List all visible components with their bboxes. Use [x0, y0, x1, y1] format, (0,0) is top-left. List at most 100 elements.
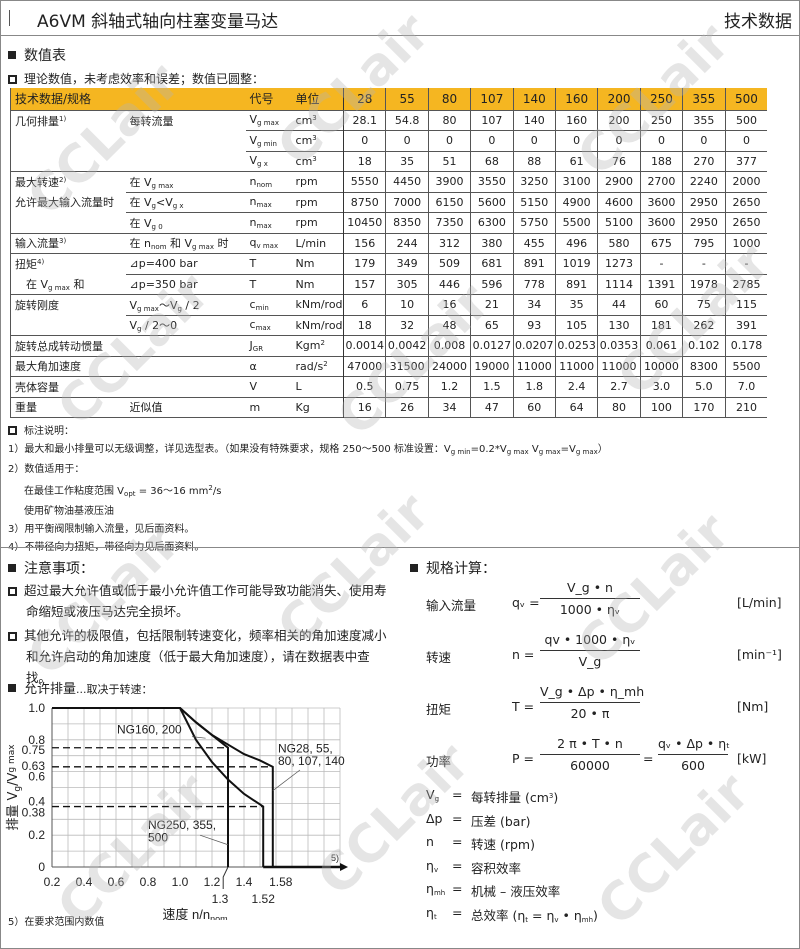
table-cell: 5750	[512, 212, 556, 233]
row-unit: Kg	[291, 396, 344, 418]
table-cell: 4900	[554, 191, 598, 213]
series-label: 500	[148, 831, 168, 845]
y-tick-label: 0	[38, 860, 45, 874]
table-cell: 28.1	[343, 109, 386, 131]
table-cell: 65	[470, 314, 514, 336]
table-cell: 5150	[512, 191, 556, 213]
formula-unit: [min⁻¹]	[737, 647, 782, 662]
row-condition: Vg / 2～0	[125, 314, 246, 336]
header-size: 107	[470, 88, 514, 111]
table-cell: 3250	[512, 171, 556, 192]
row-condition: ⊿p=350 bar	[125, 273, 246, 295]
formula-unit: [Nm]	[737, 699, 769, 714]
table-cell: 8300	[682, 355, 726, 377]
attention-text: 超过最大允许值或低于最小允许值工作可能导致功能消失、使用寿命缩短或液压马达完全损…	[24, 583, 387, 619]
row-symbol: cmin	[245, 294, 292, 315]
title-bar: A6VM 斜轴式轴向柱塞变量马达 技术数据	[0, 0, 800, 36]
table-cell: 179	[343, 253, 386, 274]
y-tick-label: 0.8	[28, 733, 45, 747]
fraction-bar	[540, 702, 640, 703]
section-heading: 数值表	[8, 45, 66, 65]
subtitle-text: 理论数值，未考虑效率和误差；数值已圆整：	[24, 72, 265, 86]
table-cell: 200	[597, 109, 641, 131]
series-label: 80, 107, 140	[278, 754, 345, 768]
row-label: 允许最大输入流量时	[15, 196, 114, 210]
x-tick-label: 0.6	[108, 875, 125, 889]
table-row: Vg x cm3 18 35 51 68 88 61 76 188 270 377	[11, 150, 768, 172]
table-cell: 64	[554, 396, 598, 418]
table-cell: 10	[385, 294, 429, 315]
table-cell: 0	[639, 130, 683, 151]
table-cell: 60	[512, 396, 556, 418]
equals-sign: =	[452, 857, 463, 873]
y-tick-label: 0.63	[22, 759, 46, 773]
row-label	[11, 213, 126, 234]
table-cell: 44	[597, 294, 641, 315]
row-condition: Vg max～Vg / 2	[125, 294, 246, 315]
table-cell: 188	[639, 150, 683, 172]
row-condition	[126, 151, 246, 172]
definition-symbol: ηt	[426, 904, 437, 921]
square-bullet-icon	[8, 564, 16, 572]
table-row: 几何排量1) 每转流量 Vg max cm3 28.1 54.8 80 107 140 160 20…	[10, 109, 768, 131]
denominator: 600	[681, 758, 705, 773]
table-cell: 61	[554, 150, 598, 172]
table-cell: 391	[724, 314, 768, 336]
table-cell: 5600	[470, 191, 514, 213]
attention-text: 其他允许的极限值，包括限制转速变化，频率相关的角加速度减小和允许启动的角加速度（…	[24, 628, 387, 685]
formula-lhs: T =	[512, 699, 535, 714]
table-cell: 18	[343, 150, 386, 172]
x-tick-label: 0.8	[140, 875, 157, 889]
table-cell: 48	[427, 314, 471, 336]
displacement-chart: 1.00.80.750.630.60.40.380.200.2 0.4 0.6 0.8…	[6, 701, 348, 920]
table-cell: 2650	[724, 191, 768, 213]
table-cell: 0	[554, 130, 598, 151]
definition-symbol: Δp	[426, 810, 443, 826]
y-tick-label: 0.2	[28, 828, 45, 842]
denominator: V_g	[578, 654, 602, 669]
table-cell: 2650	[724, 212, 768, 233]
table-cell: 0	[470, 130, 514, 151]
table-cell: 7350	[427, 212, 471, 233]
x-tick-label: 1.2	[204, 875, 221, 889]
table-row: 允许最大输入流量时在 Vg<Vg x nmax rpm 8750 7000 6150 560…	[11, 191, 768, 213]
row-condition	[125, 355, 246, 377]
table-cell: 891	[512, 253, 556, 274]
equals-sign: =	[452, 810, 463, 826]
row-label: 最大角加速度	[10, 355, 126, 377]
table-cell: 21	[470, 294, 514, 315]
header-size: 55	[385, 88, 429, 111]
table-cell: 5.0	[682, 376, 726, 397]
x-tick-label: 0.4	[76, 875, 93, 889]
header-size: 500	[724, 88, 768, 111]
equals-sign: =	[452, 834, 463, 849]
definition-text: 压差 (bar)	[471, 813, 531, 829]
table-cell: 262	[682, 314, 726, 336]
table-row: 输入流量3) 在 nnom 和 Vg max 时 qv max L/min 156 244…	[10, 232, 768, 254]
y-axis-label: 排量 Vg/Vg max	[6, 744, 23, 831]
row-symbol: T	[245, 253, 292, 274]
row-label	[11, 131, 126, 152]
numerator: V_g • Δp • η_mh	[540, 684, 645, 699]
table-cell: 11000	[597, 355, 641, 377]
row-unit: Kgm2	[291, 335, 344, 356]
row-condition: 在 Vg 0	[125, 212, 246, 233]
x-tick-label: 1.52	[252, 892, 276, 906]
table-cell: 778	[512, 273, 556, 295]
table-cell: 2785	[724, 273, 768, 295]
table-cell: 115	[724, 294, 768, 315]
definition-text: 容积效率	[471, 860, 522, 876]
numerator: 2 π • T • n	[557, 736, 623, 751]
formula-fraction: V_g • Δp • η_mh 20 • π	[540, 684, 645, 721]
row-symbol: cmax	[245, 314, 292, 336]
table-cell: 4600	[597, 191, 641, 213]
header-size: 160	[554, 88, 598, 111]
table-cell: 10000	[639, 355, 683, 377]
formula-fraction: qᵥ • Δp • ηₜ 600	[658, 736, 730, 773]
table-cell: 88	[512, 150, 556, 172]
table-row: 最大转速2) 在 Vg max nnom rpm 5550 4450 3900 3550 325…	[10, 171, 768, 192]
table-cell: 8350	[385, 212, 429, 233]
equals-sign: =	[452, 881, 463, 896]
row-unit: rad/s2	[291, 355, 344, 377]
note-line: 1）最大和最小排量可以无级调整，详见选型表。（如果没有特殊要求，规格 250～5…	[8, 444, 608, 456]
